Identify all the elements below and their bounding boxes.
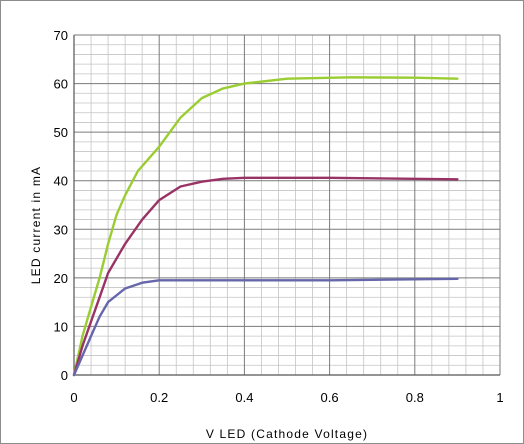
major-gridlines xyxy=(74,34,501,375)
series-line-2 xyxy=(72,176,459,377)
minor-gridlines xyxy=(74,35,500,375)
x-tick-label: 0.4 xyxy=(235,390,253,405)
y-tick-label: 60 xyxy=(54,77,68,92)
axes xyxy=(73,35,500,376)
x-tick-label: 0.2 xyxy=(150,390,168,405)
x-tick-label: 1 xyxy=(496,390,503,405)
y-tick-label: 50 xyxy=(54,125,68,140)
x-tick-label: 0.6 xyxy=(321,390,339,405)
series-lines xyxy=(72,76,459,377)
x-tick-label: 0 xyxy=(70,390,77,405)
y-tick-label: 0 xyxy=(61,368,68,383)
series-line-1 xyxy=(72,76,459,377)
tick-labels: 0 10 20 30 40 50 60 70 0 0.2 0.4 0.6 0.8 1 xyxy=(54,28,504,405)
y-tick-label: 10 xyxy=(54,319,68,334)
x-tick-label: 0.8 xyxy=(406,390,424,405)
y-tick-label: 30 xyxy=(54,222,68,237)
series-line-3 xyxy=(72,277,459,377)
y-tick-label: 20 xyxy=(54,271,68,286)
y-axis-label: LED current in mA xyxy=(29,166,43,284)
y-tick-label: 70 xyxy=(54,28,68,43)
x-axis-label: V LED (Cathode Voltage) xyxy=(206,427,368,441)
y-tick-label: 40 xyxy=(54,174,68,189)
